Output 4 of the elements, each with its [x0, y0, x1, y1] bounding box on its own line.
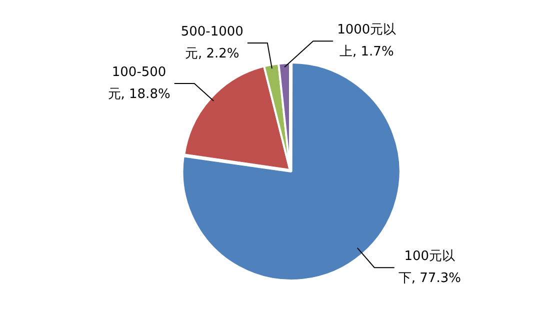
slice-label: 1000元以上, 1.7%: [337, 22, 396, 60]
slice-label: 500-1000元, 2.2%: [180, 24, 244, 62]
slice-label: 100-500元, 18.8%: [108, 64, 170, 102]
slice-label: 100元以下, 77.3%: [398, 248, 461, 286]
